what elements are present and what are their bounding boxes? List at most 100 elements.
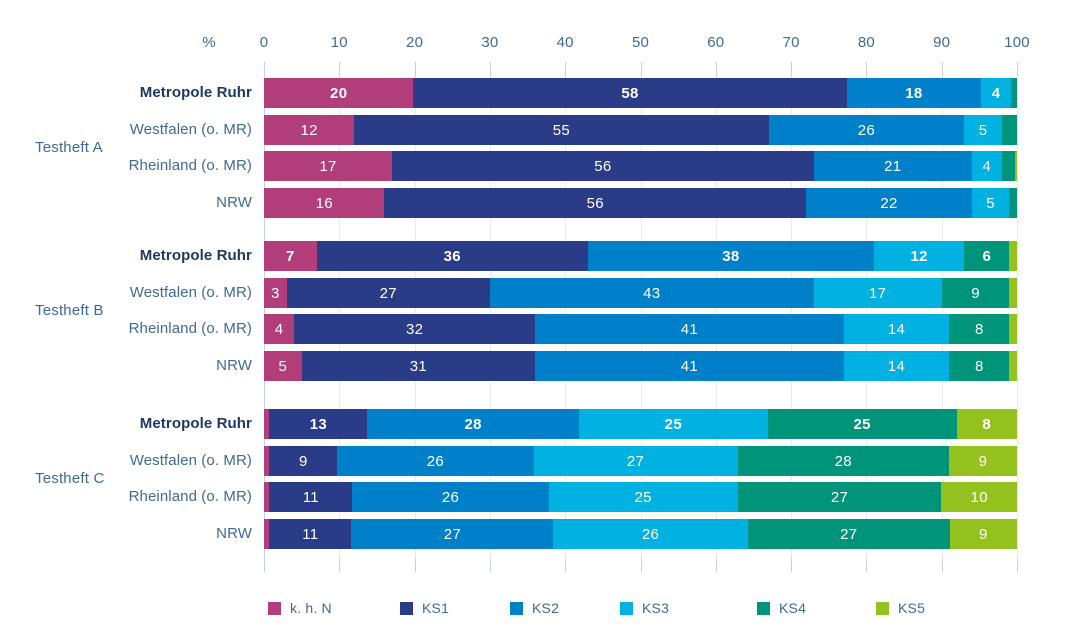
- row-label: Rheinland (o. MR): [128, 157, 252, 174]
- bar-segment: 31: [301, 351, 536, 381]
- row-label: Metropole Ruhr: [139, 415, 252, 432]
- bar-value-label: 9: [978, 452, 988, 470]
- bar-value-label: 12: [300, 121, 318, 139]
- bar-segment: [1001, 115, 1017, 145]
- group-label: Testheft B: [35, 302, 104, 320]
- tick-mark: [339, 62, 341, 77]
- bar-segment: [1009, 188, 1017, 218]
- group-label: Testheft C: [35, 470, 105, 488]
- row-label: Rheinland (o. MR): [128, 320, 252, 337]
- row-label: NRW: [216, 357, 252, 374]
- bar-segment: 8: [949, 314, 1010, 344]
- bar-value-label: 27: [379, 284, 397, 302]
- bar-value-label: 26: [857, 121, 876, 139]
- legend-swatch: [876, 601, 889, 615]
- tick-mark: [414, 62, 416, 77]
- bar-segment: [264, 446, 270, 476]
- x-tick-label: 20: [406, 34, 424, 51]
- row-label: NRW: [216, 194, 252, 211]
- bar-segment: 4: [971, 151, 1002, 181]
- bar-segment: [1001, 151, 1015, 181]
- bar-segment: [1014, 151, 1017, 181]
- bar-segment: 8: [949, 351, 1010, 381]
- bar-value-label: 8: [982, 415, 992, 433]
- bar-segment: 5: [971, 188, 1010, 218]
- x-tick-label: 0: [259, 34, 269, 51]
- legend-label: KS2: [532, 600, 560, 616]
- bar-value-label: 4: [274, 320, 284, 338]
- bar-segment: 56: [384, 188, 807, 218]
- x-tick-label: 70: [782, 34, 800, 51]
- legend-label: KS1: [422, 600, 450, 616]
- bar-segment: 9: [949, 519, 1017, 549]
- row-label: Metropole Ruhr: [139, 84, 252, 101]
- tick-mark: [866, 62, 868, 77]
- bar-segment: 12: [873, 241, 965, 271]
- bar-segment: [1009, 241, 1017, 271]
- tick-mark: [264, 558, 265, 572]
- bar-segment: 32: [294, 314, 536, 344]
- legend-swatch: [620, 601, 633, 615]
- legend-label: KS4: [779, 600, 807, 616]
- tick-mark: [640, 62, 642, 77]
- bar-value-label: 43: [643, 284, 661, 302]
- bar-value-label: 41: [680, 357, 699, 375]
- tick-mark: [489, 62, 491, 77]
- bar-value-label: 56: [594, 157, 612, 175]
- legend-label: k. h. N: [290, 600, 332, 616]
- bar-segment: 27: [533, 446, 738, 476]
- bar-segment: [1009, 351, 1017, 381]
- x-tick-label: 60: [707, 34, 725, 51]
- bar-value-label: 20: [330, 84, 348, 102]
- bar-value-label: 3: [270, 284, 280, 302]
- bar-segment: 27: [747, 519, 950, 549]
- bar-segment: 11: [269, 519, 352, 549]
- bar: 12 55 26 5: [264, 115, 1017, 145]
- bar-value-label: 4: [991, 84, 1001, 102]
- bar-value-label: 12: [910, 247, 928, 265]
- bar-segment: 41: [535, 351, 844, 381]
- bar-segment: [264, 482, 270, 512]
- row-label: Metropole Ruhr: [139, 247, 252, 264]
- bar-value-label: 27: [626, 452, 645, 470]
- bar-segment: [264, 519, 270, 549]
- bar-value-label: 5: [986, 194, 995, 212]
- bar-segment: 27: [351, 519, 554, 549]
- legend-item: KS4: [757, 600, 806, 616]
- bar-segment: 14: [843, 351, 950, 381]
- bar-segment: 26: [768, 115, 965, 145]
- tick-mark: [264, 62, 265, 77]
- bar-segment: [1010, 78, 1017, 108]
- row-label: Westfalen (o. MR): [129, 284, 252, 301]
- group-label: Testheft A: [35, 139, 103, 157]
- bar-segment: 6: [964, 241, 1010, 271]
- bar-value-label: 55: [552, 121, 571, 139]
- bar-value-label: 26: [441, 488, 460, 506]
- tick-mark: [941, 558, 943, 572]
- bar-segment: 9: [948, 446, 1017, 476]
- legend-swatch: [268, 601, 281, 615]
- tick-mark: [715, 558, 717, 572]
- legend-item: KS3: [620, 600, 669, 616]
- bar: 9 26 27 28 9: [264, 446, 1017, 476]
- bar-segment: 10: [941, 482, 1017, 512]
- bar-value-label: 14: [887, 357, 906, 375]
- bar-segment: 38: [587, 241, 874, 271]
- bar-value-label: 5: [278, 357, 288, 375]
- tick-mark: [791, 62, 793, 77]
- legend-item: k. h. N: [268, 600, 332, 616]
- bar-segment: 18: [846, 78, 982, 108]
- row-label: Westfalen (o. MR): [129, 452, 252, 469]
- bar-value-label: 25: [664, 415, 682, 433]
- bar-value-label: 36: [443, 247, 461, 265]
- row-label: Rheinland (o. MR): [128, 488, 252, 505]
- bar-segment: 9: [941, 278, 1010, 308]
- legend-label: KS5: [898, 600, 926, 616]
- bar-value-label: 41: [680, 320, 699, 338]
- bar-segment: 36: [316, 241, 588, 271]
- x-tick-label: 50: [631, 34, 650, 51]
- bar-value-label: 26: [641, 525, 660, 543]
- legend-swatch: [757, 601, 770, 615]
- tick-mark: [1017, 558, 1018, 572]
